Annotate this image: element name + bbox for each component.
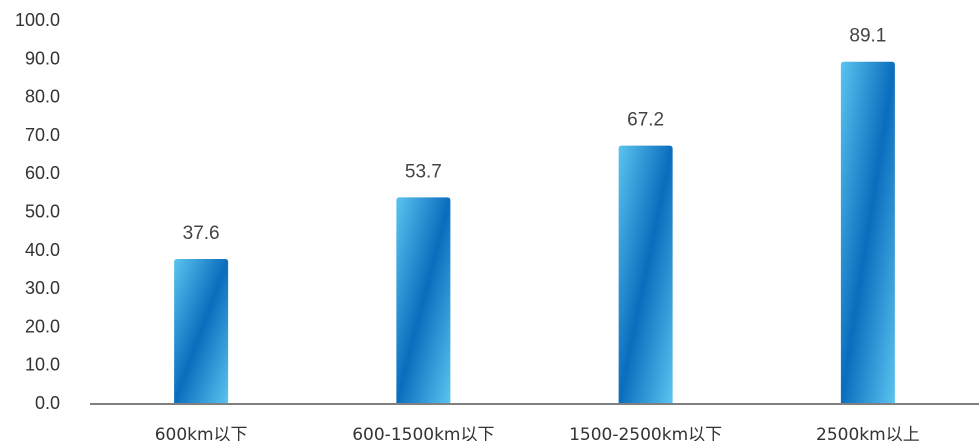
y-tick-label: 50.0 <box>25 202 60 222</box>
y-tick-label: 80.0 <box>25 87 60 107</box>
x-tick-label: 2500km以上 <box>816 425 920 441</box>
x-tick-label: 600-1500km以下 <box>352 425 494 441</box>
y-tick-label: 20.0 <box>25 316 60 336</box>
data-label-1: 37.6 <box>183 223 220 244</box>
x-axis-labels: 600km以下 600-1500km以下 1500-2500km以下 2500km以上 <box>155 425 920 441</box>
y-tick-label: 10.0 <box>25 355 60 375</box>
x-tick-label: 1500-2500km以下 <box>569 425 722 441</box>
bar-1 <box>174 258 229 403</box>
bar-3 <box>618 145 673 403</box>
bar-4 <box>840 61 895 403</box>
data-label-2: 53.7 <box>405 161 442 182</box>
y-tick-label: 100.0 <box>15 10 60 30</box>
y-tick-label: 0.0 <box>35 393 60 413</box>
data-label-3: 67.2 <box>627 110 664 131</box>
bars <box>174 61 895 403</box>
y-tick-label: 90.0 <box>25 48 60 68</box>
data-label-4: 89.1 <box>849 26 886 47</box>
y-tick-label: 70.0 <box>25 125 60 145</box>
y-tick-label: 60.0 <box>25 163 60 183</box>
bar-2 <box>396 197 451 403</box>
data-labels: 37.6 53.7 67.2 89.1 <box>183 26 887 244</box>
x-tick-label: 600km以下 <box>155 425 248 441</box>
y-tick-label: 30.0 <box>25 278 60 298</box>
y-tick-label: 40.0 <box>25 240 60 260</box>
y-axis-ticks: 0.0 10.0 20.0 30.0 40.0 50.0 60.0 70.0 80.0 90.0 1… <box>15 10 60 413</box>
